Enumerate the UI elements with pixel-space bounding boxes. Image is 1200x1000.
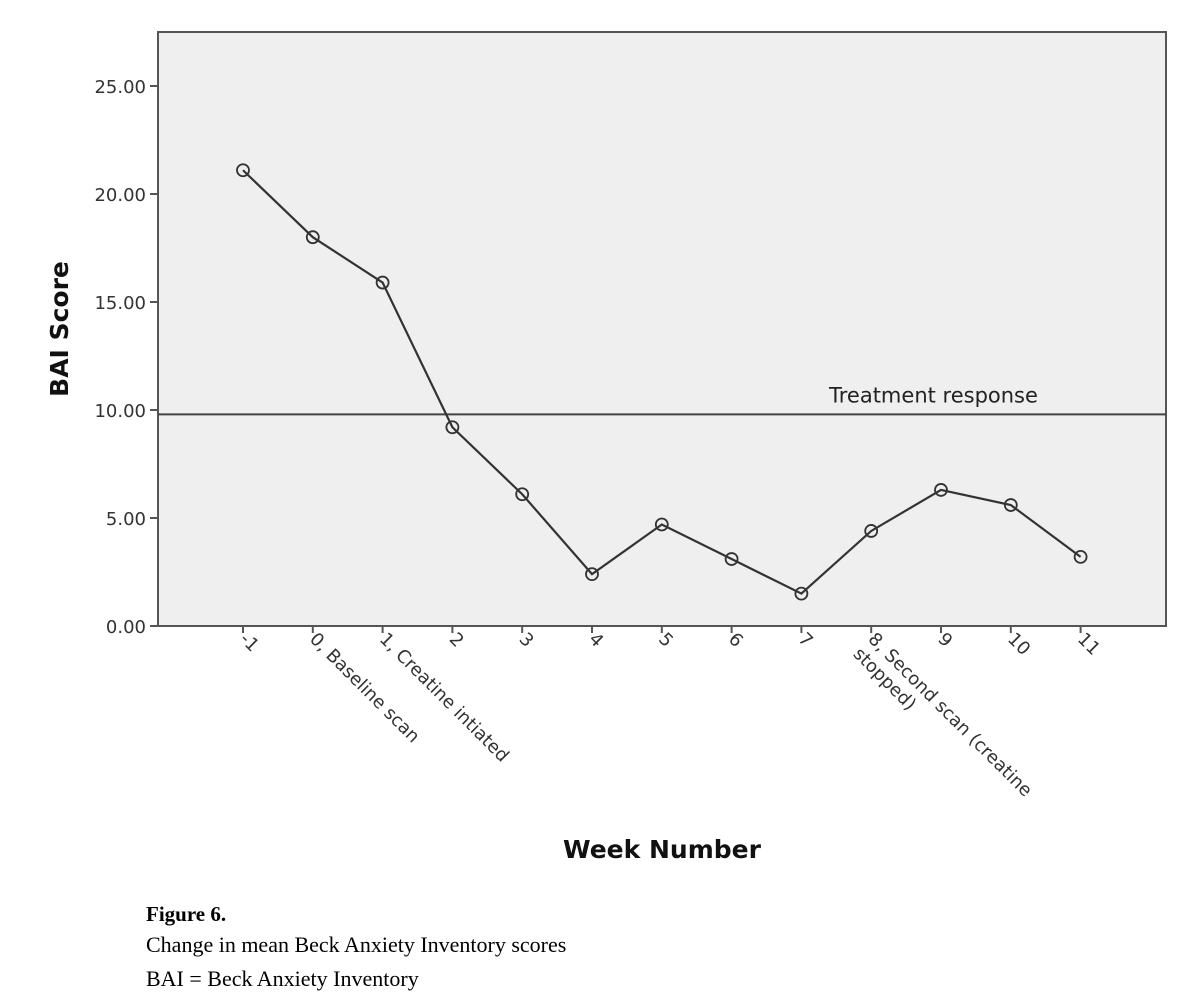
- data-point: [1003, 498, 1018, 512]
- figure-caption-text: Change in mean Beck Anxiety Inventory sc…: [146, 932, 567, 957]
- data-point: [654, 517, 669, 532]
- y-axis: 0.00 5.00 10.00 15.00 20.00 25.00: [94, 77, 158, 638]
- y-tick-label: 20.00: [94, 185, 146, 206]
- y-tick-label: 25.00: [94, 77, 146, 98]
- treatment-response-label: Treatment response: [828, 383, 1038, 407]
- data-point: [864, 524, 879, 538]
- data-point: [794, 586, 809, 601]
- x-tick-label: 9: [933, 629, 956, 652]
- y-tick-label: 15.00: [94, 293, 146, 314]
- data-point: [305, 230, 320, 245]
- x-tick-label: 1, Creatine intiated: [375, 629, 513, 767]
- x-axis-title: Week Number: [563, 835, 762, 864]
- x-tick-label: -1: [235, 629, 263, 657]
- y-axis-title: BAI Score: [45, 261, 74, 397]
- data-point: [724, 552, 739, 566]
- x-tick-label: 6: [724, 629, 747, 652]
- x-tick-label: 8, Second scan (creatinestopped): [849, 629, 1036, 816]
- data-point: [515, 487, 530, 502]
- data-point: [375, 275, 390, 290]
- figure-caption-abbreviation: BAI = Beck Anxiety Inventory: [146, 966, 419, 991]
- y-tick-label: 10.00: [94, 401, 146, 422]
- series-line: [242, 169, 1082, 595]
- figure-caption-title: Figure 6.: [146, 902, 227, 926]
- x-tick-label: 5: [654, 629, 677, 652]
- plot-area: [157, 31, 1167, 627]
- x-tick-label: 4: [584, 629, 607, 652]
- data-point: [934, 483, 948, 497]
- x-tick-label: 11: [1073, 629, 1104, 660]
- treatment-response-line-group: Treatment response: [158, 383, 1166, 416]
- x-tick-label: 2: [445, 629, 468, 652]
- data-point: [236, 163, 250, 178]
- data-point: [1073, 549, 1088, 564]
- x-tick-label: 3: [515, 629, 538, 652]
- y-tick-label: 0.00: [106, 617, 146, 638]
- y-tick-label: 5.00: [106, 509, 146, 530]
- data-point: [445, 420, 460, 435]
- series-bai-score: [236, 163, 1088, 601]
- x-tick-label: 7: [794, 629, 817, 652]
- data-point: [585, 567, 599, 582]
- x-tick-label: 10: [1003, 629, 1034, 660]
